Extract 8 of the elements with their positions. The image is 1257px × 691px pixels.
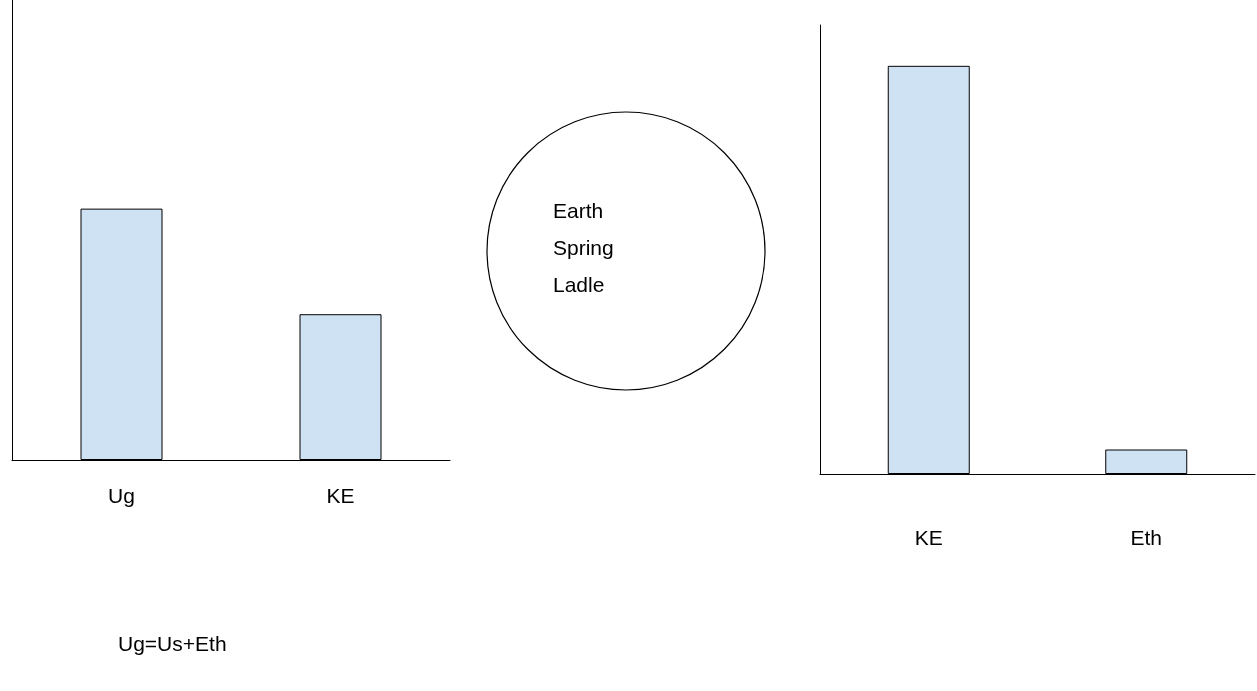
text: Earth [553,198,605,224]
text: Ladle [553,272,606,298]
x-tick-label: Ug [108,484,135,507]
x-tick-label: KE [914,526,943,549]
text: Ug=Us+Eth [118,632,227,656]
x-tick-label: KE [326,484,355,507]
text: Spring [553,235,614,261]
x-tick-label: Eth [1130,526,1163,549]
